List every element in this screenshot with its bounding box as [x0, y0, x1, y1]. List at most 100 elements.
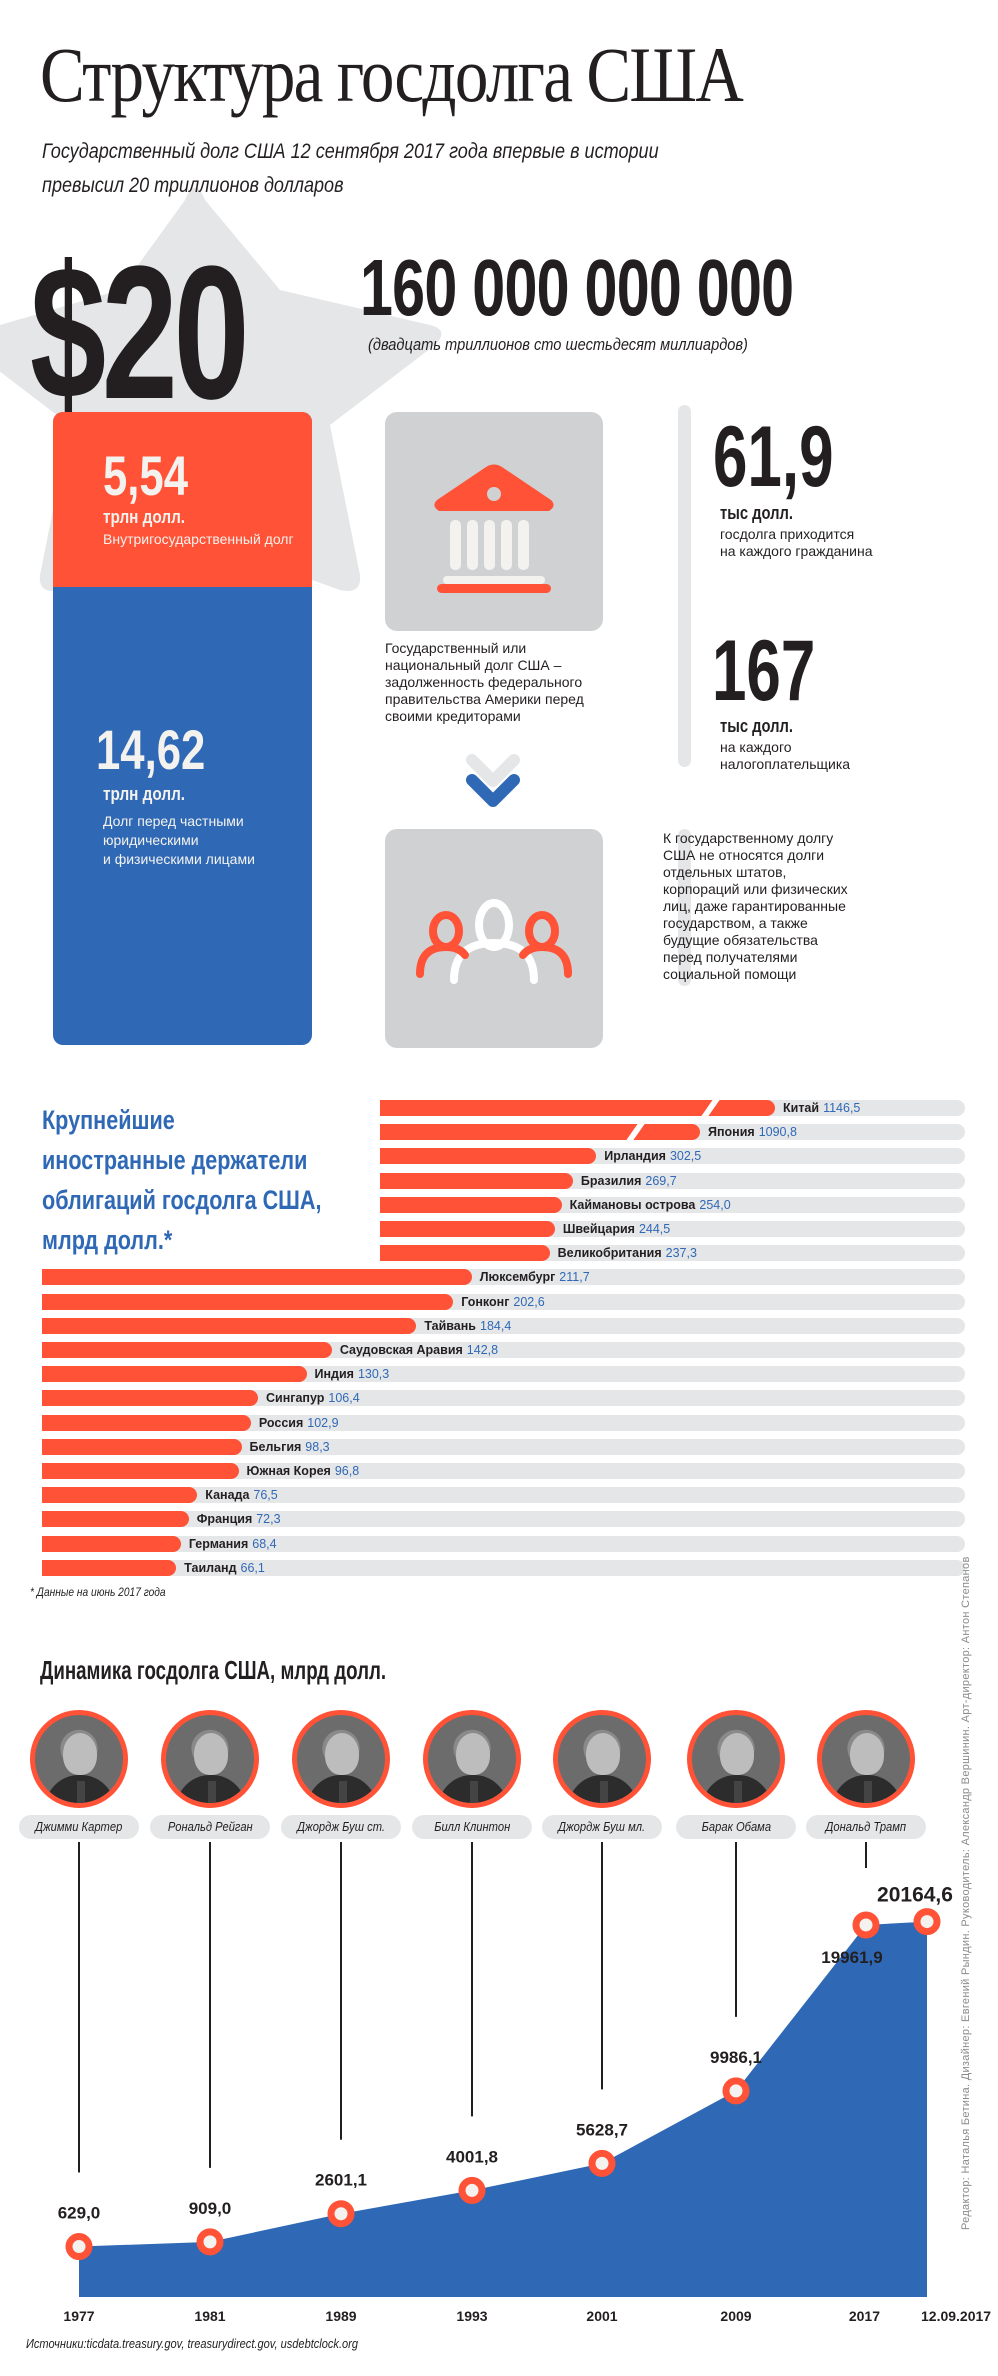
- bar-value-label: 211,7: [559, 1270, 590, 1285]
- bar-track: [42, 1487, 965, 1504]
- holders-title: Крупнейшие иностранные держатели облигац…: [42, 1100, 362, 1260]
- bar-track: [42, 1390, 965, 1407]
- bar-row: Германия 68,4: [0, 1535, 998, 1552]
- bar-value-label: 76,5: [253, 1488, 278, 1503]
- stat-per-citizen-unit: тыс долл.: [720, 503, 794, 523]
- bar-label: Бельгия 98,3: [250, 1439, 330, 1455]
- debt-definition-text: Государственный или национальный долг СШ…: [385, 640, 584, 724]
- bar-row: Великобритания 237,3: [0, 1245, 998, 1262]
- data-point-value-label: 9986,1: [710, 2048, 762, 2067]
- bar-label: Саудовская Аравия 142,8: [340, 1342, 498, 1358]
- president-name-text: Джимми Картер: [35, 1819, 123, 1834]
- x-axis-year-label: 1977: [63, 2308, 94, 2324]
- bar-track: [42, 1511, 965, 1528]
- x-axis-year-label: 2009: [720, 2308, 751, 2324]
- bar-20: [42, 1559, 177, 1576]
- stat-per-taxpayer-desc: на каждого налогоплательщика: [720, 739, 850, 773]
- divider-line: [678, 829, 691, 986]
- x-axis-year-label: 1989: [325, 2308, 356, 2324]
- total-in-words: (двадцать триллионов сто шестьдесят милл…: [368, 335, 748, 354]
- bar-label: Бразилия 269,7: [581, 1173, 677, 1189]
- bar-15: [42, 1438, 242, 1455]
- bar-country-label: Ирландия: [604, 1149, 666, 1164]
- intragovernmental-desc: Внутригосударственный долг: [103, 531, 294, 547]
- bar-track: [42, 1414, 965, 1431]
- president-name: Джордж Буш мл.: [542, 1815, 662, 1839]
- people-group-icon: [416, 899, 572, 984]
- creditors-icon-box: [385, 829, 603, 1048]
- bar-row: Таиланд 66,1: [0, 1559, 998, 1576]
- total-suffix: 160 000 000 000: [360, 243, 794, 332]
- bar-12: [42, 1366, 307, 1383]
- data-point-marker: [65, 2233, 93, 2261]
- bar-value-label: 102,9: [307, 1415, 339, 1430]
- president-name-text: Рональд Рейган: [167, 1819, 253, 1834]
- bar-value-label: 302,5: [669, 1149, 702, 1164]
- exclusions-note: К государственному долгу США не относятс…: [663, 830, 848, 982]
- bar-label: Каймановы острова 254,0: [570, 1197, 731, 1213]
- page-subtitle: Государственный долг США 12 сентября 201…: [42, 135, 782, 203]
- bar-track: [42, 1438, 965, 1455]
- desc-line: госдолга приходится: [720, 526, 855, 542]
- bar-3: [380, 1148, 597, 1165]
- bar-14: [42, 1414, 251, 1431]
- president-name-text: Дональд Трамп: [825, 1819, 907, 1834]
- bar-value-label: 269,7: [645, 1173, 677, 1188]
- bar-2: [380, 1124, 700, 1141]
- bar-label: Великобритания 237,3: [558, 1245, 697, 1261]
- bar-value-label: 237,3: [665, 1246, 697, 1261]
- president-portrait: [292, 1710, 390, 1808]
- desc-line: на каждого гражданина: [720, 543, 873, 559]
- bar-row: Индия 130,3: [0, 1366, 998, 1383]
- desc-line: Долг перед частными: [103, 813, 244, 829]
- bar-row: Каймановы острова 254,0: [0, 1196, 998, 1213]
- bar-country-label: Бразилия: [580, 1173, 642, 1188]
- x-axis-year-label: 12.09.2017: [921, 2308, 991, 2324]
- title-line: иностранные держатели: [42, 1145, 308, 1175]
- bar-country-label: Германия: [188, 1536, 249, 1551]
- bar-track: [42, 1559, 965, 1576]
- bar-value-label: 254,0: [699, 1197, 731, 1212]
- bar-7: [380, 1245, 550, 1262]
- data-point-value-label: 19961,9: [821, 1948, 882, 1967]
- public-debt-unit: трлн долл.: [103, 784, 186, 804]
- bar-track: [42, 1463, 965, 1479]
- public-debt-value: 14,62: [96, 718, 206, 781]
- data-point-value-label: 2601,1: [315, 2171, 367, 2190]
- bar-4: [380, 1172, 573, 1189]
- government-icon-box: [385, 412, 603, 631]
- bar-9: [42, 1293, 454, 1310]
- stat-per-citizen-value: 61,9: [713, 409, 834, 505]
- data-point-marker: [722, 2077, 750, 2105]
- bar-label: Тайвань 184,4: [424, 1318, 511, 1334]
- bar-value-label: 130,3: [357, 1367, 390, 1382]
- desc-line: и физическими лицами: [103, 851, 255, 867]
- bar-country-label: Тайвань: [424, 1318, 476, 1333]
- data-point-marker: [327, 2200, 355, 2228]
- data-point-value-label: 20164,6: [877, 1884, 953, 1907]
- president-portrait: [30, 1710, 128, 1808]
- bar-value-label: 66,1: [240, 1560, 265, 1575]
- president-name: Рональд Рейган: [150, 1815, 270, 1839]
- data-point-marker: [913, 1908, 941, 1936]
- president-name-text: Джордж Буш ст.: [297, 1819, 385, 1834]
- bar-country-label: Таиланд: [184, 1560, 237, 1575]
- title-line: млрд долл.*: [42, 1225, 173, 1255]
- bar-row: Южная Корея 96,8: [0, 1463, 998, 1479]
- sources-text: Источники:ticdata.treasury.gov, treasury…: [26, 2336, 359, 2351]
- holders-footnote: * Данные на июнь 2017 года: [30, 1585, 166, 1599]
- bar-value-label: 142,8: [466, 1343, 499, 1357]
- bar-13: [42, 1390, 258, 1407]
- bar-country-label: Великобритания: [557, 1246, 662, 1261]
- bar-value-label: 98,3: [305, 1439, 330, 1454]
- data-point-marker: [588, 2149, 616, 2177]
- president-name-text: Барак Обама: [701, 1819, 771, 1834]
- bar-10: [42, 1317, 417, 1334]
- bar-row: Швейцария 244,5: [0, 1221, 998, 1237]
- stat-per-taxpayer-unit: тыс долл.: [720, 716, 794, 736]
- data-point-marker: [196, 2228, 224, 2256]
- bar-row: Люксембург 211,7: [0, 1269, 998, 1286]
- bar-19: [42, 1535, 181, 1552]
- x-axis-year-label: 1993: [456, 2308, 487, 2324]
- bar-1: [380, 1100, 775, 1116]
